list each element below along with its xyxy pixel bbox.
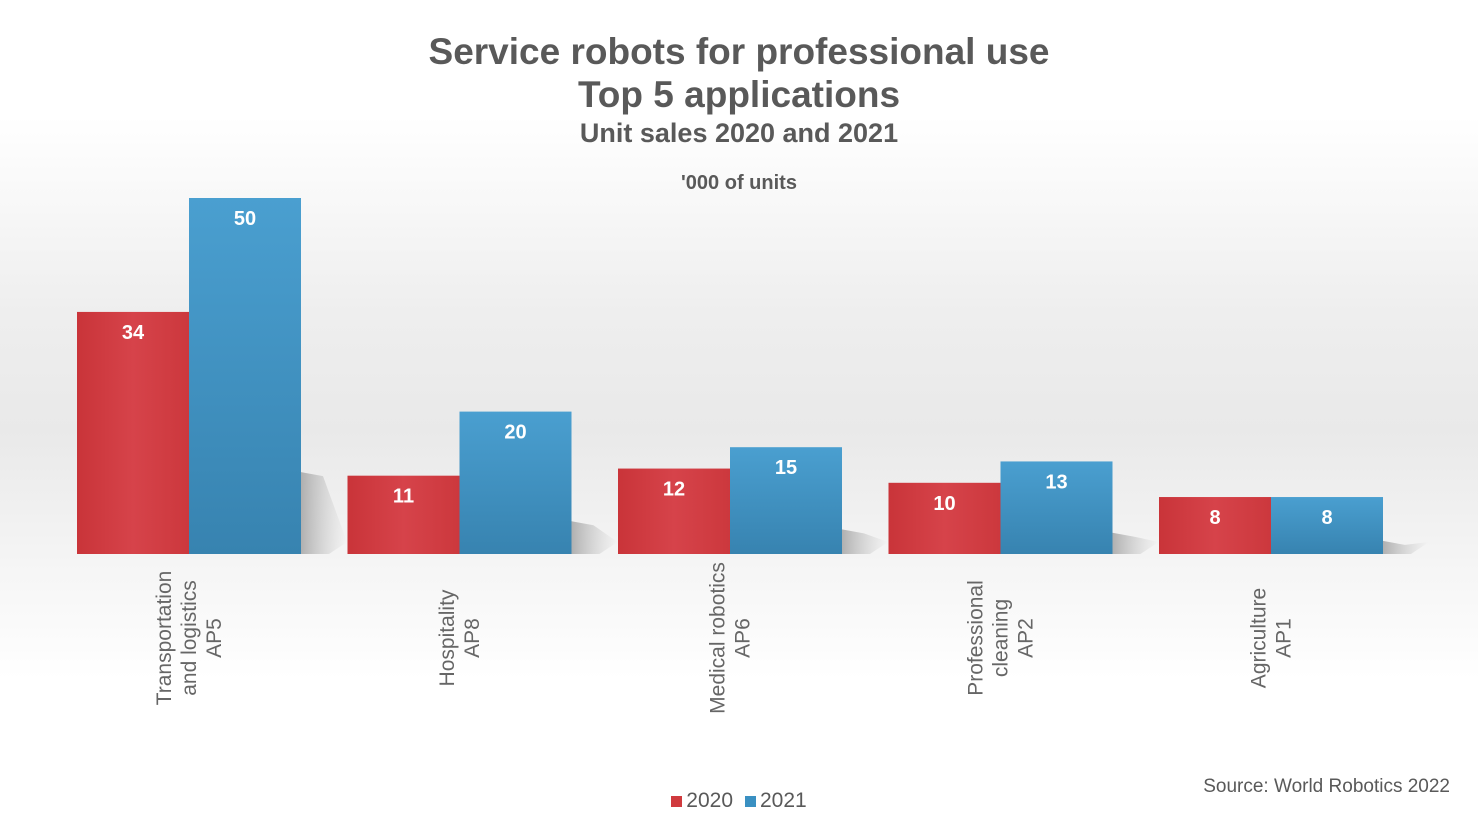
bar-shadow xyxy=(301,472,347,554)
bar-2020 xyxy=(888,482,1001,554)
bars xyxy=(77,198,1383,554)
category-label: AgricultureAP1 xyxy=(1248,588,1296,688)
value-label: 50 xyxy=(234,208,256,230)
legend-label: 2020 xyxy=(686,789,733,812)
legend-swatch xyxy=(745,795,756,807)
category-label: Transportationand logisticsAP5 xyxy=(153,571,226,706)
category-label-line: Medical robotics xyxy=(707,562,730,714)
bar-2020 xyxy=(1159,497,1271,554)
category-labels: Transportationand logisticsAP5 Hospitalit… xyxy=(153,562,1296,714)
bar-2021 xyxy=(1271,497,1383,554)
value-label: 10 xyxy=(933,493,955,515)
category-label: HospitalityAP8 xyxy=(436,589,484,686)
category-label-line: AP5 xyxy=(203,618,226,658)
legend-item-2020: 2020 xyxy=(671,789,733,813)
value-label: 8 xyxy=(1321,507,1332,529)
legend-item-2021: 2021 xyxy=(745,789,807,813)
source-note: Source: World Robotics 2022 xyxy=(1203,776,1450,797)
value-label: 12 xyxy=(663,479,685,501)
value-label: 15 xyxy=(775,457,797,479)
bar-2021 xyxy=(1000,461,1113,554)
bar-shadow xyxy=(1112,532,1159,554)
bar-2021 xyxy=(459,411,572,554)
bar-shadow xyxy=(1383,540,1429,554)
chart-subtitle: Unit sales 2020 and 2021 xyxy=(579,118,899,148)
bar-shadows xyxy=(301,472,1429,554)
value-label: 20 xyxy=(504,422,526,444)
category-label-line: Agriculture xyxy=(1248,588,1271,688)
bar-2020 xyxy=(618,468,730,554)
category-label: ProfessionalcleaningAP2 xyxy=(965,580,1038,696)
legend: 2020 2021 xyxy=(0,789,1478,813)
chart-title-line2: Top 5 applications xyxy=(577,74,901,115)
value-labels: 34 50 11 20 12 15 10 13 8 8 xyxy=(122,208,1333,529)
legend-swatch xyxy=(671,795,683,807)
value-label: 13 xyxy=(1045,471,1067,493)
bar-2021 xyxy=(189,198,301,554)
category-label-line: AP2 xyxy=(1015,618,1038,658)
units-note: '000 of units xyxy=(681,172,797,194)
bar-2020 xyxy=(347,475,460,554)
legend-label: 2021 xyxy=(760,789,807,812)
category-label-line: cleaning xyxy=(990,599,1013,677)
bar-2021 xyxy=(730,447,842,554)
category-label-line: AP6 xyxy=(732,618,755,658)
bar-shadow xyxy=(842,529,888,554)
chart-title: Service robots for professional use xyxy=(428,31,1050,72)
category-label: Medical roboticsAP6 xyxy=(707,562,755,714)
category-label-line: Transportation xyxy=(153,571,176,706)
category-label-line: Hospitality xyxy=(436,589,459,686)
bar-shadow xyxy=(571,521,618,554)
category-label-line: AP8 xyxy=(461,618,484,658)
value-label: 34 xyxy=(122,322,145,344)
value-label: 11 xyxy=(393,486,414,508)
category-label-line: Professional xyxy=(965,580,988,696)
category-label-line: and logistics xyxy=(178,580,201,696)
value-label: 8 xyxy=(1209,507,1220,529)
category-label-line: AP1 xyxy=(1273,618,1296,658)
bar-2020 xyxy=(77,311,189,554)
